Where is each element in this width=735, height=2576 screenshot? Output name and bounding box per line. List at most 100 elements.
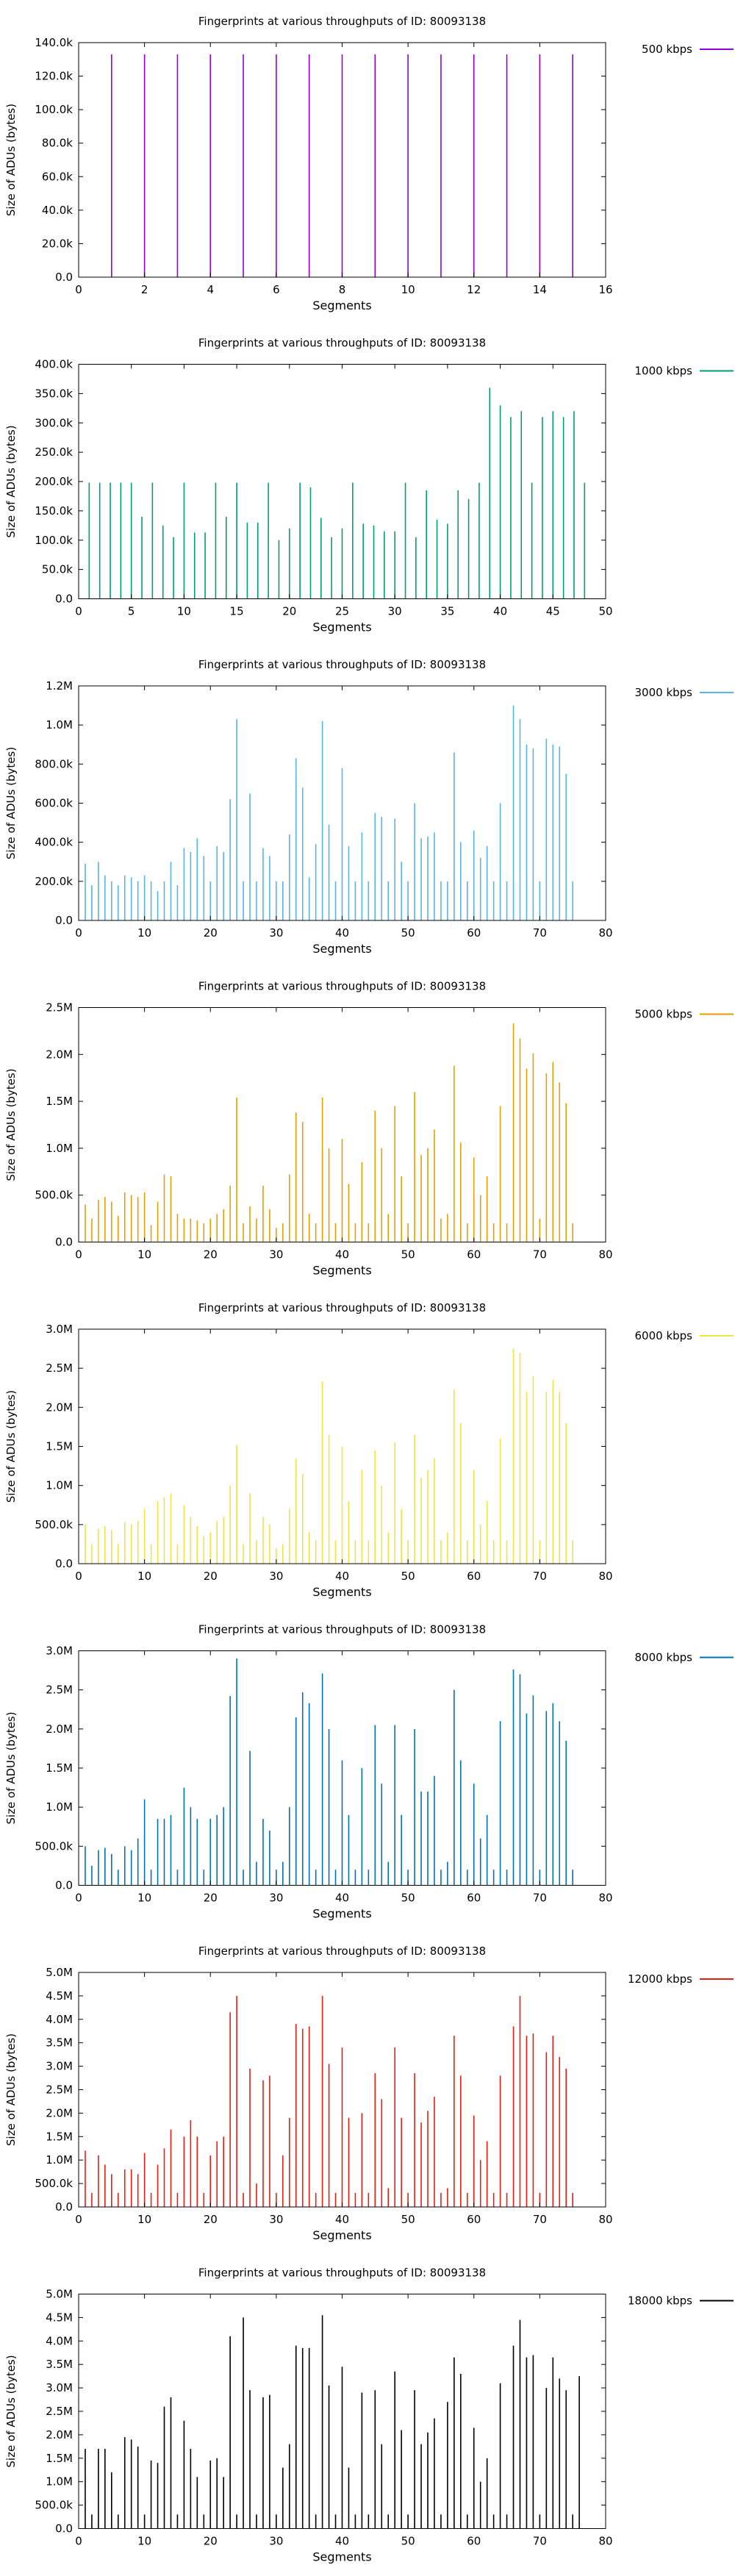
y-tick-label: 0.0 <box>55 1557 73 1570</box>
x-tick-label: 40 <box>493 605 507 618</box>
y-tick-label: 1.0M <box>46 718 73 731</box>
x-tick-label: 0 <box>75 605 82 618</box>
x-tick-label: 80 <box>598 2535 612 2548</box>
x-tick-label: 30 <box>388 605 402 618</box>
legend-label: 18000 kbps <box>628 2294 692 2308</box>
x-tick-label: 5 <box>128 605 135 618</box>
x-tick-label: 70 <box>533 1570 547 1583</box>
y-tick-label: 60.0k <box>42 170 73 183</box>
x-tick-label: 80 <box>598 1570 612 1583</box>
y-tick-label: 120.0k <box>35 70 73 83</box>
y-tick-label: 350.0k <box>35 387 73 400</box>
x-tick-label: 30 <box>269 1248 283 1262</box>
y-tick-label: 5.0M <box>46 2288 73 2301</box>
y-tick-label: 1.5M <box>46 1761 73 1775</box>
y-tick-label: 1.2M <box>46 679 73 693</box>
chart-panel-4: Fingerprints at various throughputs of I… <box>4 980 734 1278</box>
x-tick-label: 40 <box>335 1570 349 1583</box>
x-tick-label: 70 <box>533 2213 547 2226</box>
x-tick-label: 10 <box>401 283 415 296</box>
x-tick-label: 10 <box>137 2213 151 2226</box>
legend: 8000 kbps <box>635 1651 734 1664</box>
legend-label: 6000 kbps <box>635 1329 693 1342</box>
x-axis-label: Segments <box>312 2550 371 2564</box>
x-tick-label: 20 <box>204 2213 218 2226</box>
x-tick-label: 80 <box>598 1892 612 1905</box>
y-tick-label: 200.0k <box>35 875 73 888</box>
y-tick-label: 500.0k <box>35 1839 73 1853</box>
chart-title: Fingerprints at various throughputs of I… <box>198 2266 486 2280</box>
x-tick-label: 10 <box>137 2535 151 2548</box>
x-tick-label: 50 <box>401 1892 415 1905</box>
y-tick-label: 200.0k <box>35 475 73 488</box>
x-tick-label: 0 <box>75 1570 82 1583</box>
chart-panel-7: Fingerprints at various throughputs of I… <box>4 1944 734 2242</box>
x-tick-label: 50 <box>598 605 612 618</box>
x-tick-label: 60 <box>467 2535 481 2548</box>
x-tick-label: 10 <box>137 1570 151 1583</box>
chart-panel-8: Fingerprints at various throughputs of I… <box>4 2266 734 2564</box>
y-tick-label: 0.0 <box>55 593 73 606</box>
y-tick-label: 1.0M <box>46 2475 73 2489</box>
legend: 12000 kbps <box>628 1972 734 1986</box>
x-tick-label: 70 <box>533 1892 547 1905</box>
legend-label: 500 kbps <box>642 43 692 56</box>
y-tick-label: 5.0M <box>46 1966 73 1979</box>
chart-title: Fingerprints at various throughputs of I… <box>198 980 486 993</box>
y-tick-label: 0.0 <box>55 2522 73 2536</box>
y-tick-label: 2.5M <box>46 2083 73 2097</box>
x-axis-label: Segments <box>312 1264 371 1278</box>
chart-title: Fingerprints at various throughputs of I… <box>198 15 486 28</box>
x-tick-label: 0 <box>75 926 82 940</box>
chart-panel-1: Fingerprints at various throughputs of I… <box>4 15 734 312</box>
x-tick-label: 50 <box>401 1570 415 1583</box>
y-tick-label: 1.0M <box>46 2153 73 2167</box>
y-tick-label: 20.0k <box>42 237 73 250</box>
x-tick-label: 40 <box>335 2213 349 2226</box>
x-tick-label: 10 <box>137 1248 151 1262</box>
x-tick-label: 4 <box>207 283 214 296</box>
y-tick-label: 140.0k <box>35 36 73 49</box>
y-tick-label: 0.0 <box>55 2200 73 2214</box>
y-tick-label: 2.0M <box>46 1048 73 1061</box>
x-axis-label: Segments <box>312 1585 371 1599</box>
legend-label: 1000 kbps <box>635 365 693 378</box>
x-tick-label: 60 <box>467 1570 481 1583</box>
chart-title: Fingerprints at various throughputs of I… <box>198 1944 486 1958</box>
y-tick-label: 400.0k <box>35 358 73 371</box>
y-axis-label: Size of ADUs (bytes) <box>4 747 18 859</box>
x-axis-label: Segments <box>312 620 371 634</box>
chart-title: Fingerprints at various throughputs of I… <box>198 337 486 350</box>
x-tick-label: 10 <box>137 926 151 940</box>
x-tick-label: 8 <box>339 283 346 296</box>
y-tick-label: 1.5M <box>46 2452 73 2465</box>
y-tick-label: 600.0k <box>35 797 73 810</box>
y-tick-label: 500.0k <box>35 1518 73 1531</box>
chart-panel-5: Fingerprints at various throughputs of I… <box>4 1301 734 1599</box>
y-tick-label: 300.0k <box>35 416 73 429</box>
x-tick-label: 40 <box>335 926 349 940</box>
x-tick-label: 30 <box>269 1892 283 1905</box>
x-tick-label: 20 <box>204 1248 218 1262</box>
y-axis-label: Size of ADUs (bytes) <box>4 2033 18 2146</box>
x-tick-label: 40 <box>335 1248 349 1262</box>
x-tick-label: 10 <box>177 605 191 618</box>
y-tick-label: 2.5M <box>46 1001 73 1015</box>
legend: 1000 kbps <box>635 365 734 378</box>
x-tick-label: 80 <box>598 2213 612 2226</box>
x-tick-label: 50 <box>401 926 415 940</box>
x-tick-label: 0 <box>75 1248 82 1262</box>
y-tick-label: 4.0M <box>46 2334 73 2347</box>
y-tick-label: 2.0M <box>46 2428 73 2441</box>
y-axis-label: Size of ADUs (bytes) <box>4 2355 18 2467</box>
chart-panel-3: Fingerprints at various throughputs of I… <box>4 658 734 956</box>
x-tick-label: 30 <box>269 2535 283 2548</box>
legend: 5000 kbps <box>635 1008 734 1021</box>
legend: 3000 kbps <box>635 686 734 699</box>
y-tick-label: 100.0k <box>35 103 73 116</box>
y-axis-label: Size of ADUs (bytes) <box>4 1711 18 1824</box>
x-tick-label: 2 <box>141 283 148 296</box>
chart-title: Fingerprints at various throughputs of I… <box>198 1301 486 1314</box>
x-tick-label: 70 <box>533 926 547 940</box>
